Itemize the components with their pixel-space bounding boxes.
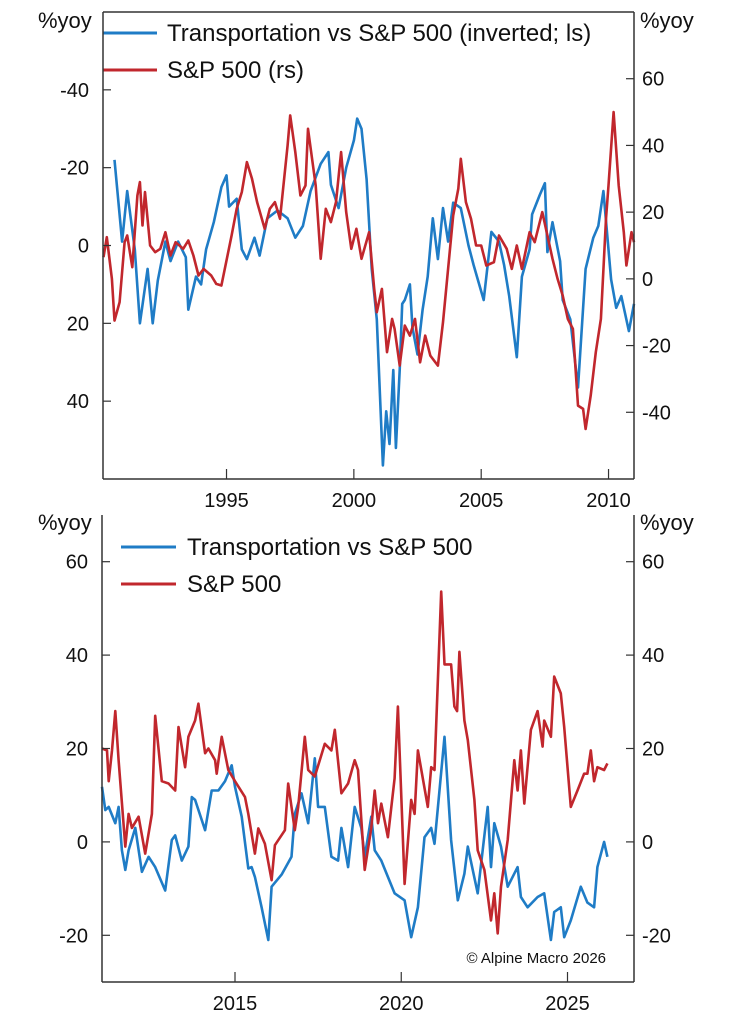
right-axis-unit: %yoy [640,8,694,33]
left-tick-label: -40 [60,80,89,102]
left-axis-unit: %yoy [38,8,92,33]
right-tick-label: 0 [642,832,653,854]
legend-label-transportation: Transportation vs S&P 500 (inverted; ls) [167,20,591,47]
x-tick-label: 2015 [213,993,258,1015]
right-tick-label: -40 [642,402,671,424]
plot-area [100,590,609,942]
left-axis-unit: %yoy [38,510,92,535]
bottom-panel: %yoy %yoy Transportation vs S&P 500 S&P … [38,510,694,1015]
x-tick-label: 1995 [204,490,249,512]
series-line-sp500 [102,110,636,431]
x-tick-label: 2010 [586,490,631,512]
right-tick-label: 40 [642,645,664,667]
left-tick-label: 60 [66,552,88,574]
series-line-transportation-vs-sp500 [100,735,609,942]
right-tick-label: 60 [642,69,664,91]
series-line-sp500 [101,590,609,935]
copyright-note: © Alpine Macro 2026 [467,950,606,967]
x-tick-label: 2025 [545,993,590,1015]
right-tick-label: 0 [642,269,653,291]
left-tick-label: 40 [67,391,89,413]
x-tick-label: 2000 [332,490,377,512]
x-tick-label: 2020 [379,993,424,1015]
right-tick-label: 20 [642,202,664,224]
right-axis-unit: %yoy [640,510,694,535]
series-line-transportation-vs-sp500 [113,117,636,467]
left-tick-label: -20 [60,158,89,180]
legend-label-transportation: Transportation vs S&P 500 [187,534,473,561]
left-tick-label: 0 [77,832,88,854]
left-tick-label: 40 [66,645,88,667]
right-tick-label: -20 [642,925,671,947]
right-tick-label: -20 [642,336,671,358]
right-tick-label: 60 [642,552,664,574]
x-tick-label: 2005 [459,490,504,512]
left-tick-label: 0 [78,236,89,258]
left-tick-label: 20 [67,313,89,335]
left-tick-label: -20 [59,925,88,947]
right-tick-label: 40 [642,135,664,157]
plot-area [102,110,636,467]
legend-label-sp500: S&P 500 (rs) [167,57,304,84]
top-panel: %yoy %yoy Transportation vs S&P 500 (inv… [38,8,694,512]
left-tick-label: 20 [66,739,88,761]
legend-label-sp500: S&P 500 [187,571,281,598]
right-tick-label: 20 [642,739,664,761]
